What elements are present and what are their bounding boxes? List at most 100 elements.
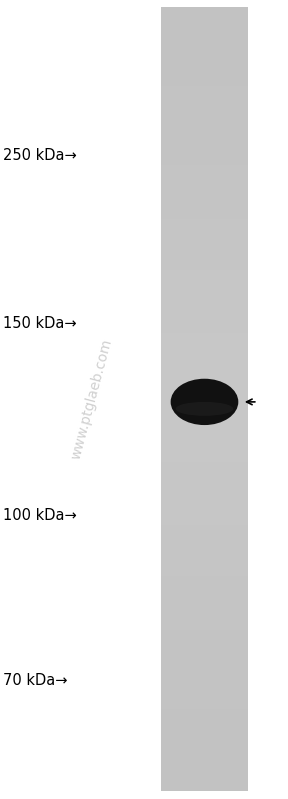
Bar (161, 211, 248, 216)
Bar (161, 610, 248, 615)
Bar (161, 767, 248, 772)
Bar (161, 520, 248, 525)
Bar (161, 473, 248, 478)
Bar (161, 226, 248, 231)
Bar (161, 692, 248, 697)
Bar (161, 614, 248, 618)
Bar (161, 15, 248, 20)
Bar (161, 646, 248, 650)
Bar (161, 19, 248, 24)
Bar (161, 535, 248, 540)
Bar (161, 66, 248, 70)
Bar (161, 508, 248, 513)
Bar (161, 180, 248, 185)
Bar (161, 195, 248, 200)
Bar (161, 203, 248, 208)
Bar (161, 360, 248, 364)
Bar (161, 778, 248, 783)
Bar (161, 493, 248, 497)
Bar (161, 344, 248, 348)
Bar (161, 11, 248, 16)
Bar (161, 316, 248, 321)
Bar (161, 712, 248, 717)
Bar (161, 728, 248, 732)
Bar (161, 348, 248, 352)
Bar (161, 590, 248, 595)
Bar (161, 62, 248, 67)
Bar (161, 650, 248, 654)
Bar (161, 786, 248, 791)
Bar (161, 54, 248, 59)
Bar (161, 415, 248, 419)
Bar (161, 42, 248, 47)
Bar (161, 669, 248, 674)
Bar (161, 164, 248, 169)
Bar (161, 759, 248, 764)
Bar (161, 739, 248, 744)
Bar (161, 141, 248, 145)
Bar (161, 661, 248, 666)
Bar (161, 289, 248, 294)
Bar (161, 782, 248, 787)
Bar (161, 598, 248, 603)
Bar (161, 735, 248, 740)
Bar (161, 129, 248, 133)
Bar (161, 168, 248, 173)
Bar (161, 422, 248, 427)
Bar (161, 336, 248, 340)
Bar (161, 677, 248, 682)
Bar (161, 751, 248, 756)
Bar (161, 308, 248, 313)
Bar (161, 578, 248, 583)
Bar (161, 555, 248, 560)
Text: www.ptglaeb.com: www.ptglaeb.com (69, 338, 115, 461)
Bar (161, 665, 248, 670)
Bar (161, 575, 248, 579)
Bar (161, 673, 248, 678)
Bar (161, 312, 248, 317)
Bar (161, 297, 248, 301)
Bar (161, 720, 248, 725)
Bar (161, 626, 248, 630)
Bar (161, 454, 248, 458)
Bar (161, 137, 248, 141)
Bar (161, 571, 248, 575)
Bar (161, 630, 248, 634)
Bar (161, 293, 248, 298)
Bar (161, 199, 248, 204)
Bar (161, 300, 248, 305)
Bar (161, 340, 248, 344)
Bar (161, 352, 248, 356)
Bar (161, 685, 248, 690)
Bar (161, 469, 248, 474)
Bar (161, 34, 248, 39)
Bar (161, 755, 248, 760)
Text: 100 kDa→: 100 kDa→ (3, 508, 77, 523)
Bar (161, 539, 248, 544)
Bar (161, 770, 248, 775)
Bar (161, 273, 248, 278)
Bar (161, 567, 248, 572)
Bar (161, 254, 248, 259)
Bar (161, 708, 248, 713)
Bar (161, 442, 248, 447)
Bar (161, 426, 248, 431)
Bar (161, 372, 248, 376)
Bar (161, 113, 248, 117)
Bar (161, 250, 248, 255)
Bar (161, 23, 248, 27)
Bar (161, 732, 248, 736)
Bar (161, 528, 248, 533)
Bar (161, 364, 248, 368)
Bar (161, 78, 248, 82)
Bar (161, 496, 248, 501)
Bar (161, 582, 248, 587)
Bar (161, 457, 248, 462)
Bar (161, 399, 248, 403)
Bar (161, 277, 248, 282)
Bar (161, 681, 248, 686)
Bar (161, 109, 248, 113)
Bar (161, 532, 248, 537)
Bar (161, 481, 248, 486)
Bar (161, 642, 248, 646)
